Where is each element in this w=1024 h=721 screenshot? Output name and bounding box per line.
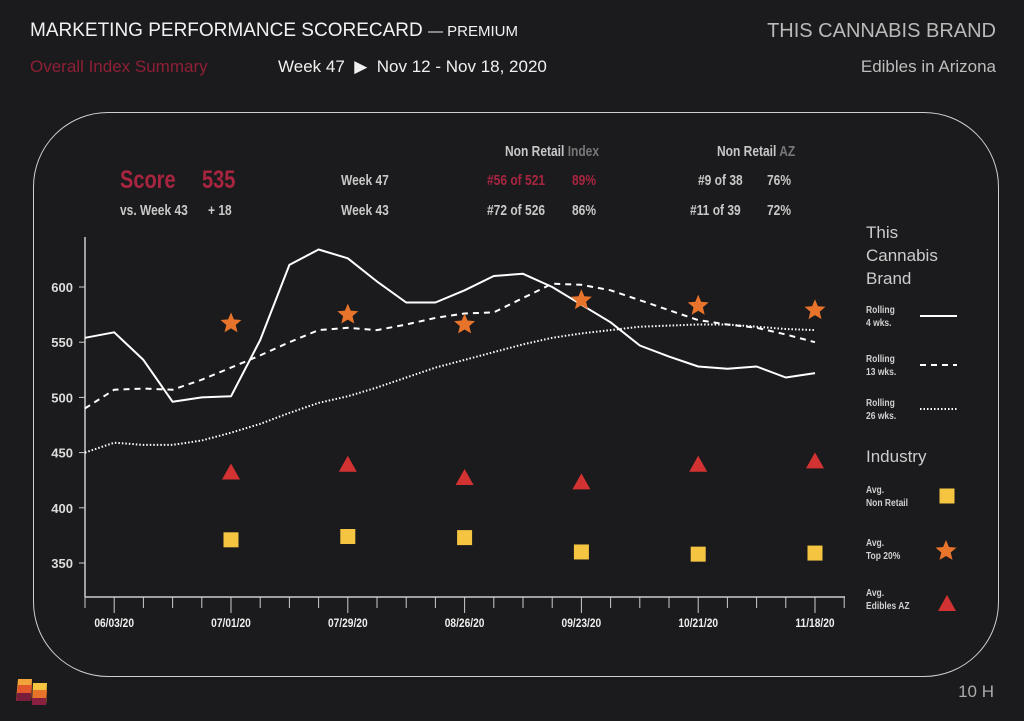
az-pct: 72% — [767, 202, 792, 219]
y-tick-label: 600 — [51, 280, 73, 295]
edibles-az-triangle-marker — [689, 455, 708, 472]
legend-label-4wk: Rolling 4 wks. — [866, 305, 895, 329]
non-retail-square-marker — [690, 546, 706, 562]
index-rank: #56 of 521 — [487, 172, 546, 189]
az-rank: #11 of 39 — [690, 202, 741, 219]
series-line-dashed — [84, 282, 816, 410]
page-number: 10 H — [958, 682, 994, 701]
legend-label-13wk: Rolling 13 wks. — [866, 354, 897, 378]
x-tick-label: 08/26/20 — [445, 617, 485, 630]
x-tick-label: 10/21/20 — [678, 617, 718, 630]
az-header: Non Retail AZ — [717, 143, 796, 160]
top20-star-marker — [337, 303, 359, 324]
legend-label-ediblesaz: Avg. Edibles AZ — [866, 588, 910, 612]
non-retail-square-marker — [573, 544, 589, 560]
index-header: Non Retail Index — [505, 143, 600, 160]
row-week: Week 43 — [341, 202, 389, 219]
section-subtitle: Overall Index Summary — [30, 57, 208, 76]
x-tick-label: 09/23/20 — [562, 617, 602, 630]
score-label: Score — [120, 166, 176, 194]
legend-industry-header: Industry — [866, 447, 927, 466]
play-arrow-icon: ▶ — [354, 57, 368, 76]
row-week: Week 47 — [341, 172, 389, 189]
legend-label-nonretail: Avg. Non Retail — [866, 485, 909, 509]
edibles-az-triangle-marker — [222, 463, 240, 480]
series-line-solid — [84, 248, 816, 403]
legend-star-icon — [935, 540, 957, 560]
x-tick-label: 11/18/20 — [795, 617, 834, 630]
top20-star-marker — [570, 289, 592, 310]
top20-star-marker — [454, 313, 476, 334]
y-tick-label: 450 — [51, 446, 73, 461]
edibles-az-triangle-marker — [806, 452, 824, 469]
legend-label-26wk: Rolling 26 wks. — [866, 398, 897, 422]
index-pct: 89% — [572, 172, 597, 189]
y-tick-label: 350 — [51, 556, 73, 571]
edibles-az-triangle-marker — [338, 455, 357, 472]
vs-label: vs. Week 43 — [120, 202, 188, 219]
x-tick-label: 07/29/20 — [328, 617, 368, 630]
legend-brand-header: This Cannabis Brand — [866, 223, 938, 288]
series-line-dotted — [84, 323, 816, 454]
edibles-az-triangle-marker — [455, 468, 474, 485]
legend-label-top20: Avg. Top 20% — [866, 538, 901, 562]
az-rank: #9 of 38 — [698, 172, 743, 189]
legend-square-icon — [939, 488, 955, 504]
non-retail-square-marker — [807, 545, 823, 561]
y-tick-label: 400 — [51, 501, 73, 516]
page-title: MARKETING PERFORMANCE SCORECARD — PREMIU… — [30, 20, 518, 41]
top20-star-marker — [804, 299, 826, 320]
x-tick-label: 06/03/20 — [94, 617, 134, 630]
non-retail-square-marker — [340, 529, 356, 545]
az-pct: 76% — [767, 172, 792, 189]
top20-star-marker — [687, 294, 709, 315]
logo-icon — [16, 679, 47, 705]
week-range: Week 47 ▶ Nov 12 - Nov 18, 2020 — [278, 57, 547, 76]
non-retail-square-marker — [457, 530, 473, 546]
y-tick-label: 500 — [51, 390, 73, 405]
top20-star-marker — [220, 312, 242, 333]
index-pct: 86% — [572, 202, 597, 219]
non-retail-square-marker — [223, 532, 239, 548]
edibles-az-triangle-marker — [572, 473, 591, 490]
vs-value: + 18 — [208, 202, 232, 219]
market-label: Edibles in Arizona — [860, 57, 996, 76]
index-rank: #72 of 526 — [487, 202, 546, 219]
brand-name: THIS CANNABIS BRAND — [767, 20, 996, 42]
score-value: 535 — [202, 166, 236, 194]
y-tick-label: 550 — [51, 335, 73, 350]
chart-frame — [33, 112, 999, 677]
x-tick-label: 07/01/20 — [211, 617, 251, 630]
legend-triangle-icon — [938, 595, 956, 611]
